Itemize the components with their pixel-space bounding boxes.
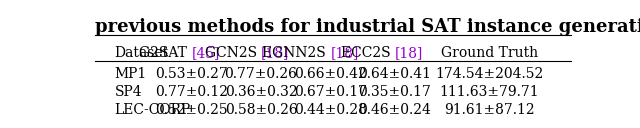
Text: 0.46±0.24: 0.46±0.24 — [358, 103, 431, 117]
Text: Ground Truth: Ground Truth — [440, 46, 538, 60]
Text: 0.64±0.41: 0.64±0.41 — [358, 67, 431, 82]
Text: Dataset: Dataset — [115, 46, 169, 60]
Text: 0.66±0.42: 0.66±0.42 — [294, 67, 367, 82]
Text: 0.35±0.17: 0.35±0.17 — [358, 85, 431, 99]
Text: LEC-CORP: LEC-CORP — [115, 103, 191, 117]
Text: 91.61±87.12: 91.61±87.12 — [444, 103, 534, 117]
Text: G2SAT: G2SAT — [140, 46, 191, 60]
Text: 0.58±0.26: 0.58±0.26 — [225, 103, 298, 117]
Text: 0.52±0.25: 0.52±0.25 — [156, 103, 228, 117]
Text: MP1: MP1 — [115, 67, 147, 82]
Text: SP4: SP4 — [115, 85, 142, 99]
Text: 0.44±0.28: 0.44±0.28 — [294, 103, 367, 117]
Text: 0.67±0.17: 0.67±0.17 — [294, 85, 367, 99]
Text: GCN2S: GCN2S — [205, 46, 261, 60]
Text: [18]: [18] — [261, 46, 289, 60]
Text: 174.54±204.52: 174.54±204.52 — [435, 67, 543, 82]
Text: [45]: [45] — [191, 46, 220, 60]
Text: 111.63±79.71: 111.63±79.71 — [440, 85, 539, 99]
Text: [18]: [18] — [330, 46, 359, 60]
Text: ECC2S: ECC2S — [341, 46, 395, 60]
Text: 0.77±0.26: 0.77±0.26 — [225, 67, 298, 82]
Text: 0.53±0.27: 0.53±0.27 — [156, 67, 228, 82]
Text: EGNN2S: EGNN2S — [262, 46, 330, 60]
Text: previous methods for industrial SAT instance generation.: previous methods for industrial SAT inst… — [95, 18, 640, 36]
Text: 0.36±0.32: 0.36±0.32 — [225, 85, 298, 99]
Text: [18]: [18] — [395, 46, 423, 60]
Text: 0.77±0.12: 0.77±0.12 — [155, 85, 228, 99]
